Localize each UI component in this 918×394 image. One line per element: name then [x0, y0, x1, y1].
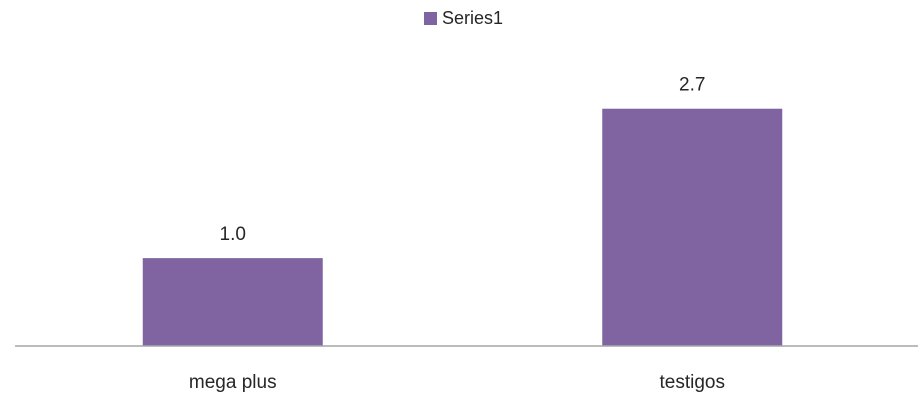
legend: Series1 [424, 8, 503, 28]
data-labels-group: 1.0 2.7 [220, 75, 706, 245]
legend-swatch-series1 [424, 12, 437, 25]
bars-group [142, 108, 783, 347]
x-tick-label-mega-plus: mega plus [189, 372, 277, 393]
data-label-mega-plus: 1.0 [220, 224, 246, 245]
legend-label-series1: Series1 [442, 8, 503, 28]
bar-testigos [602, 108, 783, 347]
bar-mega-plus [142, 258, 323, 346]
x-tick-labels-group: mega plus testigos [189, 372, 725, 393]
data-label-testigos: 2.7 [679, 75, 705, 96]
x-tick-label-testigos: testigos [660, 372, 725, 393]
